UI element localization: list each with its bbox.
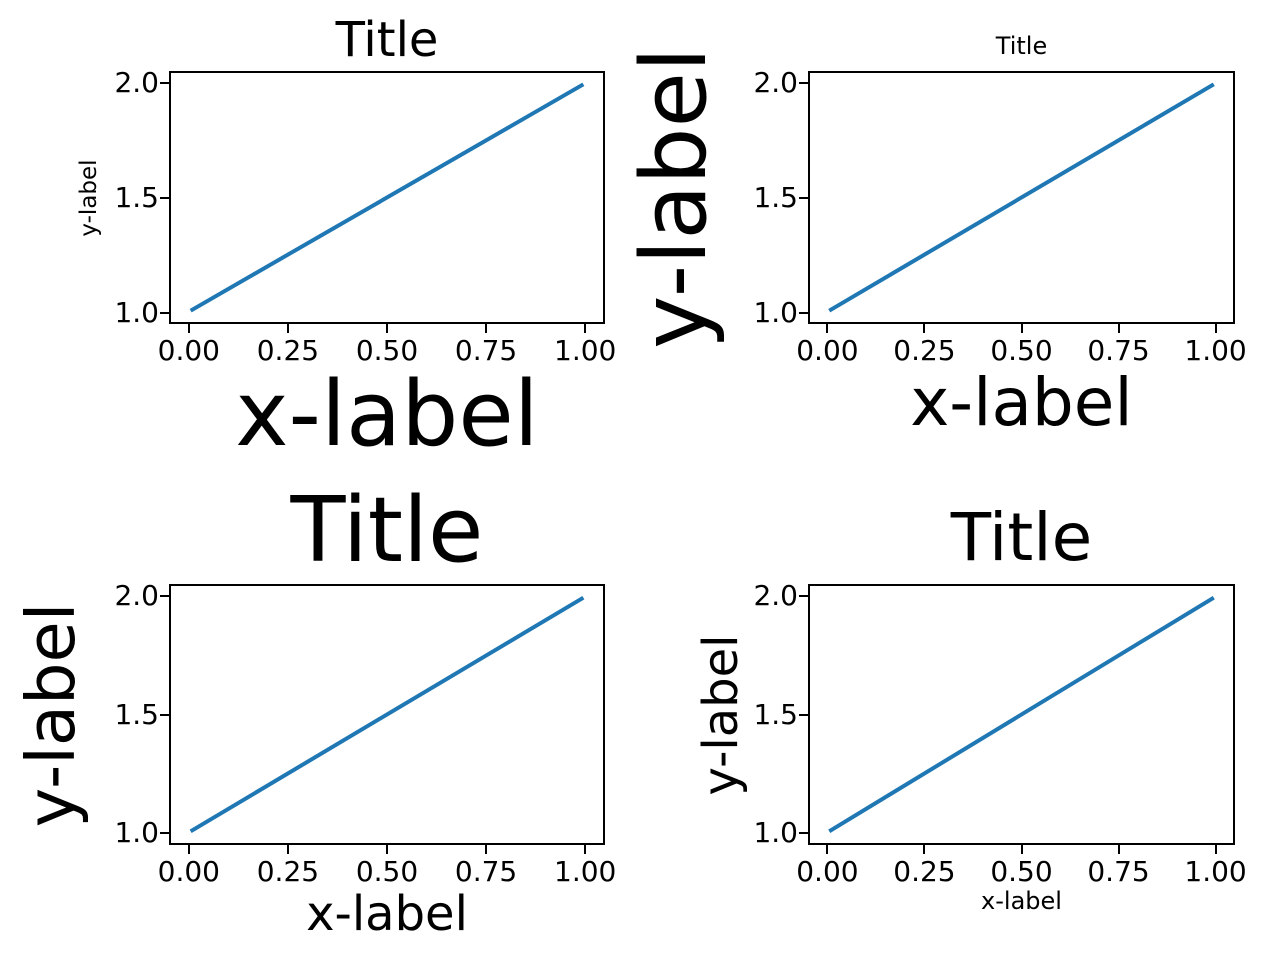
y-tick-label: 1.0 bbox=[114, 295, 159, 329]
plot-area bbox=[169, 584, 605, 845]
y-tick-mark bbox=[799, 832, 808, 835]
y-tick-mark bbox=[160, 196, 169, 199]
y-tick-mark bbox=[160, 713, 169, 716]
x-axis-label: x-label bbox=[910, 364, 1133, 441]
y-tick-mark bbox=[799, 713, 808, 716]
y-axis-label: y-label bbox=[12, 602, 90, 827]
x-tick-label: 0.50 bbox=[990, 334, 1053, 367]
y-tick-label: 2.0 bbox=[114, 65, 159, 99]
plot-title: Title bbox=[335, 11, 439, 68]
y-axis-label: y-label bbox=[622, 46, 727, 349]
x-tick-label: 0.25 bbox=[893, 334, 956, 367]
y-tick-label: 1.5 bbox=[114, 697, 159, 731]
x-tick-mark bbox=[187, 324, 190, 333]
y-tick-label: 1.0 bbox=[753, 816, 798, 850]
x-tick-label: 0.50 bbox=[355, 334, 419, 367]
subplot-top-left: Title y-label 0.00 0.25 0.50 0.75 1.00 1.0 1.… bbox=[76, 14, 616, 461]
x-tick-label: 0.50 bbox=[355, 855, 419, 888]
x-tick-label: 0.75 bbox=[1087, 334, 1150, 367]
y-tick-label: 1.0 bbox=[753, 295, 798, 329]
x-tick-mark bbox=[485, 845, 488, 854]
line-series bbox=[171, 73, 603, 322]
x-tick-mark bbox=[1214, 324, 1217, 333]
x-tick-mark bbox=[826, 324, 829, 333]
y-tick-label: 1.5 bbox=[753, 697, 798, 731]
x-tick-label: 0.00 bbox=[157, 334, 220, 367]
x-tick-mark bbox=[1020, 324, 1023, 333]
plot-area bbox=[169, 71, 605, 324]
line-series bbox=[810, 586, 1233, 843]
x-tick-label: 0.75 bbox=[454, 334, 518, 367]
x-tick-label: 0.25 bbox=[256, 855, 320, 888]
x-tick-label: 0.50 bbox=[990, 855, 1053, 888]
x-tick-label: 0.00 bbox=[157, 855, 220, 888]
x-axis-label: x-label bbox=[981, 887, 1062, 915]
y-tick-label: 1.0 bbox=[114, 816, 159, 850]
y-tick-mark bbox=[799, 311, 808, 314]
x-tick-mark bbox=[187, 845, 190, 854]
x-tick-label: 0.00 bbox=[796, 334, 859, 367]
x-tick-mark bbox=[584, 845, 587, 854]
x-tick-label: 0.75 bbox=[454, 855, 518, 888]
y-tick-mark bbox=[160, 311, 169, 314]
x-tick-mark bbox=[584, 324, 587, 333]
y-axis-label: y-label bbox=[76, 158, 102, 237]
x-tick-label: 0.25 bbox=[256, 334, 320, 367]
plot-title: Title bbox=[995, 31, 1048, 60]
y-tick-mark bbox=[799, 196, 808, 199]
y-tick-mark bbox=[160, 81, 169, 84]
subplot-top-right: Title y-label 0.00 0.25 0.50 0.75 1.00 1.0 1.… bbox=[622, 33, 1247, 437]
plot-title: Title bbox=[290, 477, 484, 583]
x-tick-label: 1.00 bbox=[1184, 855, 1247, 888]
x-tick-mark bbox=[1214, 845, 1217, 854]
plot-area bbox=[808, 71, 1235, 324]
x-tick-mark bbox=[1020, 845, 1023, 854]
x-axis-label: x-label bbox=[235, 362, 539, 467]
x-tick-mark bbox=[1117, 845, 1120, 854]
line-series bbox=[171, 586, 603, 843]
y-tick-mark bbox=[799, 594, 808, 597]
y-tick-label: 2.0 bbox=[753, 578, 798, 612]
x-tick-mark bbox=[826, 845, 829, 854]
x-tick-mark bbox=[386, 324, 388, 333]
y-tick-label: 2.0 bbox=[753, 65, 798, 99]
line-series bbox=[810, 73, 1233, 322]
y-tick-mark bbox=[160, 832, 169, 835]
y-tick-label: 1.5 bbox=[753, 180, 798, 214]
x-tick-mark bbox=[923, 845, 926, 854]
x-tick-label: 1.00 bbox=[1184, 334, 1247, 367]
x-axis-label: x-label bbox=[306, 886, 468, 942]
y-axis-label: y-label bbox=[693, 634, 749, 795]
x-tick-mark bbox=[386, 845, 388, 854]
x-tick-label: 0.25 bbox=[893, 855, 956, 888]
x-tick-mark bbox=[923, 324, 926, 333]
subplot-bottom-right: Title y-label 0.00 0.25 0.50 0.75 1.00 1.0 1.… bbox=[693, 502, 1247, 913]
x-tick-label: 0.75 bbox=[1087, 855, 1150, 888]
x-tick-label: 1.00 bbox=[554, 334, 617, 367]
x-tick-label: 0.00 bbox=[796, 855, 859, 888]
y-tick-label: 2.0 bbox=[114, 578, 159, 612]
plot-title: Title bbox=[950, 498, 1093, 576]
y-tick-label: 1.5 bbox=[114, 180, 159, 214]
y-tick-mark bbox=[799, 81, 808, 84]
plot-area bbox=[808, 584, 1235, 845]
subplot-bottom-left: Title y-label 0.00 0.25 0.50 0.75 1.00 1.0 1.… bbox=[12, 483, 616, 939]
x-tick-label: 1.00 bbox=[554, 855, 617, 888]
x-tick-mark bbox=[286, 845, 289, 854]
x-tick-mark bbox=[485, 324, 488, 333]
x-tick-mark bbox=[286, 324, 289, 333]
y-tick-mark bbox=[160, 594, 169, 597]
x-tick-mark bbox=[1117, 324, 1120, 333]
